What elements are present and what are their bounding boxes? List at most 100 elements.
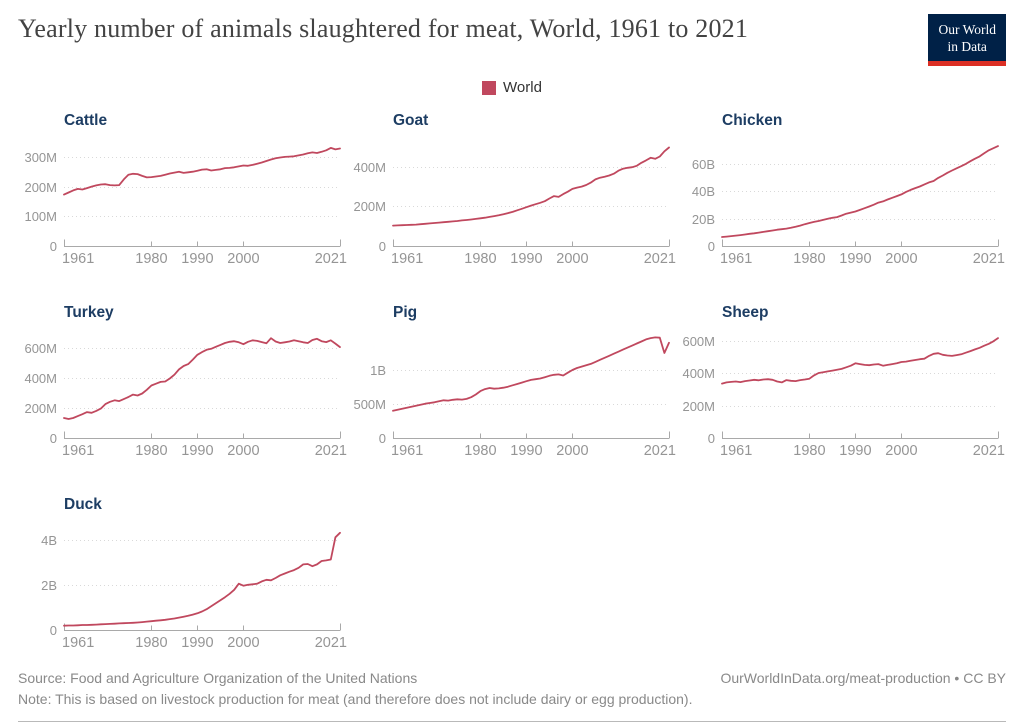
svg-text:400M: 400M bbox=[24, 371, 57, 386]
svg-text:500M: 500M bbox=[353, 397, 386, 412]
svg-text:60B: 60B bbox=[692, 157, 715, 172]
svg-text:2021: 2021 bbox=[315, 635, 347, 651]
owid-logo-line1: Our World bbox=[938, 22, 996, 37]
svg-text:2021: 2021 bbox=[644, 443, 676, 459]
svg-text:2B: 2B bbox=[41, 578, 57, 593]
footer: Source: Food and Agriculture Organizatio… bbox=[0, 668, 1024, 710]
owid-logo-line2: in Data bbox=[947, 39, 987, 55]
series-line-cattle bbox=[63, 146, 341, 196]
chart-title-sheep: Sheep bbox=[722, 303, 769, 321]
svg-text:200M: 200M bbox=[24, 180, 57, 195]
svg-text:0: 0 bbox=[50, 623, 57, 638]
svg-text:200M: 200M bbox=[353, 199, 386, 214]
chart-turkey: Turkey 0 200M 400M 600M 1961 1980 1990 2000 2021 bbox=[18, 304, 347, 462]
svg-text:1990: 1990 bbox=[510, 251, 542, 267]
footer-source-note: Source: Food and Agriculture Organizatio… bbox=[18, 668, 692, 710]
svg-text:2021: 2021 bbox=[973, 443, 1005, 459]
svg-text:2000: 2000 bbox=[556, 443, 588, 459]
svg-text:2000: 2000 bbox=[885, 251, 917, 267]
svg-text:1961: 1961 bbox=[62, 443, 94, 459]
chart-sheep: Sheep 0 200M 400M 600M 1961 1980 1990 2000 2021 bbox=[676, 304, 1005, 462]
owid-logo: Our World in Data bbox=[928, 14, 1006, 66]
svg-text:2021: 2021 bbox=[973, 251, 1005, 267]
svg-text:2000: 2000 bbox=[227, 635, 259, 651]
svg-text:0: 0 bbox=[379, 431, 386, 446]
chart-title-pig: Pig bbox=[393, 303, 418, 321]
chart-title-duck: Duck bbox=[64, 495, 102, 513]
charts-grid: Cattle 0 100M 200M 300M 1961 1980 1990 2000 2021 G… bbox=[0, 112, 1024, 654]
bottom-rule bbox=[18, 720, 1006, 722]
chart-cattle: Cattle 0 100M 200M 300M 1961 1980 1990 2000 2021 bbox=[18, 112, 347, 270]
page-title: Yearly number of animals slaughtered for… bbox=[18, 14, 749, 43]
svg-text:0: 0 bbox=[379, 239, 386, 254]
svg-text:1961: 1961 bbox=[720, 443, 752, 459]
chart-plot-cattle: 0 100M 200M 300M 1961 1980 1990 2000 2021 bbox=[24, 146, 347, 267]
chart-duck: Duck 0 2B 4B 1961 1980 1990 2000 2021 bbox=[18, 496, 347, 654]
chart-plot-chicken: 0 20B 40B 60B 1961 1980 1990 2000 2021 bbox=[692, 144, 1005, 267]
chart-plot-goat: 0 200M 400M 1961 1980 1990 2000 2021 bbox=[353, 146, 676, 267]
legend-label-world: World bbox=[503, 79, 542, 97]
svg-text:20B: 20B bbox=[692, 212, 715, 227]
svg-text:1990: 1990 bbox=[839, 443, 871, 459]
chart-title-chicken: Chicken bbox=[722, 111, 783, 129]
svg-text:2021: 2021 bbox=[315, 443, 347, 459]
svg-text:1980: 1980 bbox=[793, 443, 825, 459]
chart-goat: Goat 0 200M 400M 1961 1980 1990 2000 2021 bbox=[347, 112, 676, 270]
legend: World bbox=[0, 79, 1024, 97]
svg-text:1980: 1980 bbox=[464, 251, 496, 267]
svg-text:400M: 400M bbox=[353, 160, 386, 175]
svg-text:1980: 1980 bbox=[793, 251, 825, 267]
svg-text:2021: 2021 bbox=[315, 251, 347, 267]
svg-text:0: 0 bbox=[708, 431, 715, 446]
series-line-chicken bbox=[721, 144, 999, 238]
svg-text:600M: 600M bbox=[682, 334, 715, 349]
svg-text:2000: 2000 bbox=[227, 251, 259, 267]
svg-text:1961: 1961 bbox=[720, 251, 752, 267]
header: Yearly number of animals slaughtered for… bbox=[0, 0, 1024, 66]
svg-text:1980: 1980 bbox=[135, 443, 167, 459]
svg-text:200M: 200M bbox=[682, 399, 715, 414]
chart-chicken: Chicken 0 20B 40B 60B 1961 1980 1990 2000 2021 bbox=[676, 112, 1005, 270]
chart-pig: Pig 0 500M 1B 1961 1980 1990 2000 2021 bbox=[347, 304, 676, 462]
series-line-turkey bbox=[63, 336, 341, 420]
chart-plot-pig: 0 500M 1B 1961 1980 1990 2000 2021 bbox=[353, 336, 676, 459]
chart-plot-sheep: 0 200M 400M 600M 1961 1980 1990 2000 2021 bbox=[682, 334, 1005, 459]
svg-text:100M: 100M bbox=[24, 209, 57, 224]
svg-text:40B: 40B bbox=[692, 184, 715, 199]
svg-text:4B: 4B bbox=[41, 533, 57, 548]
svg-text:2021: 2021 bbox=[644, 251, 676, 267]
svg-text:1B: 1B bbox=[370, 363, 386, 378]
svg-text:1990: 1990 bbox=[181, 635, 213, 651]
svg-text:1980: 1980 bbox=[135, 635, 167, 651]
svg-text:1961: 1961 bbox=[391, 251, 423, 267]
svg-text:2000: 2000 bbox=[885, 443, 917, 459]
chart-title-goat: Goat bbox=[393, 111, 429, 129]
svg-text:1990: 1990 bbox=[181, 443, 213, 459]
svg-text:1961: 1961 bbox=[391, 443, 423, 459]
svg-text:200M: 200M bbox=[24, 401, 57, 416]
chart-title-cattle: Cattle bbox=[64, 111, 108, 129]
svg-text:1990: 1990 bbox=[839, 251, 871, 267]
chart-plot-turkey: 0 200M 400M 600M 1961 1980 1990 2000 2021 bbox=[24, 336, 347, 459]
svg-text:300M: 300M bbox=[24, 150, 57, 165]
series-line-sheep bbox=[721, 336, 999, 385]
svg-text:0: 0 bbox=[50, 431, 57, 446]
svg-text:400M: 400M bbox=[682, 366, 715, 381]
svg-text:0: 0 bbox=[708, 239, 715, 254]
series-line-pig bbox=[392, 336, 670, 412]
svg-text:600M: 600M bbox=[24, 341, 57, 356]
svg-text:1990: 1990 bbox=[510, 443, 542, 459]
footer-credit: OurWorldInData.org/meat-production • CC … bbox=[720, 669, 1006, 686]
note-line: Note: This is based on livestock product… bbox=[18, 690, 693, 707]
series-line-duck bbox=[63, 531, 341, 627]
svg-text:2000: 2000 bbox=[227, 443, 259, 459]
source-line: Source: Food and Agriculture Organizatio… bbox=[18, 669, 418, 686]
svg-text:1990: 1990 bbox=[181, 251, 213, 267]
svg-text:1980: 1980 bbox=[464, 443, 496, 459]
series-line-goat bbox=[392, 146, 670, 227]
svg-text:1961: 1961 bbox=[62, 635, 94, 651]
chart-title-turkey: Turkey bbox=[64, 303, 114, 321]
svg-text:1961: 1961 bbox=[62, 251, 94, 267]
svg-text:2000: 2000 bbox=[556, 251, 588, 267]
svg-text:0: 0 bbox=[50, 239, 57, 254]
